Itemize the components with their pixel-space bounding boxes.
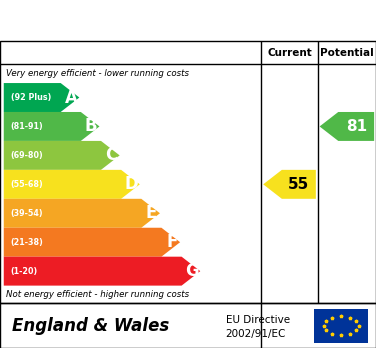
- Text: Very energy efficient - lower running costs: Very energy efficient - lower running co…: [6, 69, 189, 78]
- Text: B: B: [85, 118, 97, 135]
- Polygon shape: [4, 228, 180, 257]
- Text: C: C: [105, 147, 117, 164]
- Text: Current: Current: [267, 48, 312, 58]
- Text: 81: 81: [346, 119, 367, 134]
- Polygon shape: [4, 83, 79, 112]
- Text: Potential: Potential: [320, 48, 374, 58]
- Text: Not energy efficient - higher running costs: Not energy efficient - higher running co…: [6, 290, 189, 299]
- Polygon shape: [4, 257, 200, 286]
- Text: (81-91): (81-91): [11, 122, 43, 131]
- Text: D: D: [124, 175, 138, 193]
- Text: G: G: [185, 262, 199, 280]
- Text: (69-80): (69-80): [11, 151, 43, 160]
- Text: F: F: [166, 233, 177, 251]
- Text: 2002/91/EC: 2002/91/EC: [226, 329, 286, 339]
- Text: (92 Plus): (92 Plus): [11, 93, 51, 102]
- Polygon shape: [4, 112, 100, 141]
- Text: Energy Efficiency Rating: Energy Efficiency Rating: [53, 11, 323, 30]
- Text: (21-38): (21-38): [11, 238, 43, 247]
- Text: (55-68): (55-68): [11, 180, 43, 189]
- Text: A: A: [65, 88, 77, 106]
- Polygon shape: [4, 199, 160, 228]
- Text: EU Directive: EU Directive: [226, 315, 290, 325]
- Polygon shape: [320, 112, 374, 141]
- Text: (1-20): (1-20): [11, 267, 38, 276]
- Text: E: E: [146, 204, 157, 222]
- Text: England & Wales: England & Wales: [12, 317, 169, 335]
- Polygon shape: [4, 170, 140, 199]
- Polygon shape: [4, 141, 120, 170]
- Bar: [314, 309, 368, 343]
- Text: (39-54): (39-54): [11, 209, 43, 218]
- Text: 55: 55: [288, 177, 309, 192]
- Polygon shape: [263, 170, 316, 199]
